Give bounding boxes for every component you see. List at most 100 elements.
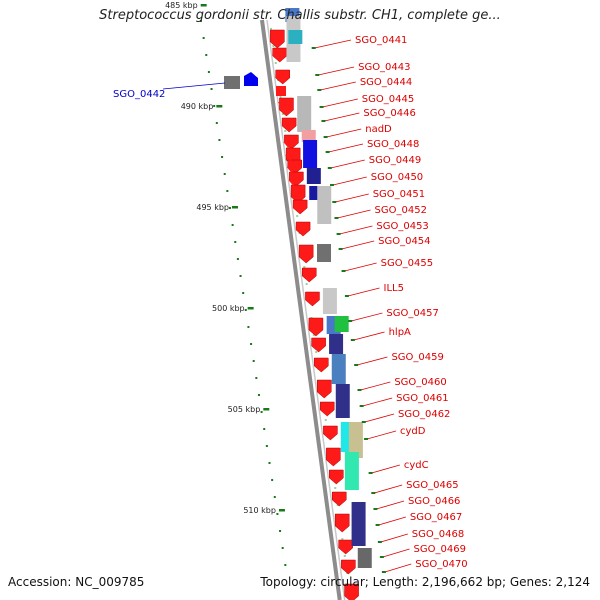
label-leader (330, 159, 365, 169)
inner-tick-dot (336, 504, 339, 506)
gene-arrow (295, 221, 311, 237)
label-leader (360, 381, 391, 391)
outer-tick-dot (205, 54, 208, 56)
label-tick (359, 405, 364, 407)
gene-label: SGO_0465 (406, 480, 458, 491)
gene-labels: SGO_0441 SGO_0443 SGO_0444 SGO_0445 SGO_0446… (113, 35, 468, 573)
label-tick (368, 472, 373, 474)
gene-block (357, 548, 372, 568)
gene-arrow (277, 102, 288, 110)
coordinate-tick (231, 206, 238, 209)
gene-arrow (323, 425, 338, 441)
gene-block (335, 384, 350, 418)
gene-label: hlpA (389, 327, 411, 338)
gene-label: SGO_0462 (398, 409, 450, 420)
label-tick (330, 184, 335, 186)
gene-label: SGO_0450 (371, 172, 423, 183)
outer-tick-dot (273, 496, 276, 498)
inner-tick-dot (274, 62, 277, 64)
label-tick (315, 74, 320, 76)
outer-tick-dot (247, 326, 250, 328)
outer-tick-dot (268, 462, 271, 464)
inner-tick-dot (284, 130, 287, 132)
gene-arrow (305, 291, 320, 307)
gene-label: SGO_0446 (363, 108, 415, 119)
label-tick (334, 217, 339, 219)
gene-arrow (289, 171, 304, 187)
label-leader (380, 533, 408, 543)
label-tick (361, 421, 366, 423)
outer-tick-dot (236, 258, 239, 260)
inner-tick-dot (279, 96, 282, 98)
label-tick (338, 248, 343, 250)
label-leader (344, 262, 377, 272)
outer-tick-dot (255, 377, 258, 379)
backbone-line (260, 19, 342, 600)
inner-tick-dot (272, 45, 275, 47)
label-leader (378, 516, 406, 526)
gene-label: ILL5 (384, 283, 404, 294)
gene-arrow (344, 583, 359, 600)
gene-arrow-reverse (244, 72, 258, 86)
gene-label: SGO_0453 (376, 221, 428, 232)
outer-tick-dot (271, 479, 274, 481)
outer-tick-dot (257, 394, 260, 396)
accession-text: Accession: NC_009785 (8, 575, 145, 589)
outer-tick-dot (250, 343, 253, 345)
outer-tick-dot (200, 20, 202, 22)
gene-block (306, 168, 321, 184)
genome-backbone (260, 19, 346, 600)
inner-tick-dot (296, 215, 299, 217)
label-tick (344, 295, 349, 297)
label-leader (353, 331, 385, 341)
outer-tick-dot (234, 241, 237, 243)
coordinate-label: 485 kbp (165, 1, 198, 10)
label-tick (332, 201, 337, 203)
gene-arrow (301, 267, 317, 283)
label-leader (339, 225, 373, 235)
gene-label: SGO_0441 (355, 35, 407, 46)
outer-tick-dot (218, 139, 221, 141)
label-leader (364, 413, 395, 423)
gene-arrow (286, 167, 297, 173)
gene-label: SGO_0443 (358, 62, 410, 73)
outer-tick-dot (284, 564, 287, 566)
outer-tick-dot (215, 122, 218, 124)
gene-label-sgo-0442: SGO_0442 (113, 89, 165, 100)
label-leader (384, 563, 412, 573)
label-leader (341, 240, 375, 250)
outer-tick-dot (226, 190, 229, 192)
gene-arrow (276, 86, 286, 96)
label-tick (354, 364, 359, 366)
gene-arrow (329, 469, 344, 485)
coordinate-tick (200, 4, 207, 7)
gene-label: SGO_0455 (381, 258, 433, 269)
outer-tick-dot (276, 513, 279, 515)
label-tick (371, 492, 376, 494)
gene-arrow (326, 447, 341, 467)
label-tick (319, 106, 324, 108)
coordinate-label: 510 kbp (243, 506, 276, 515)
inner-tick-dot (305, 283, 308, 285)
gene-label: SGO_0444 (360, 77, 412, 88)
inner-tick-dot (312, 334, 315, 336)
outer-tick-dot (221, 156, 224, 158)
outer-tick-dot (242, 292, 245, 294)
gene-arrow (334, 513, 350, 533)
gene-label: SGO_0449 (369, 155, 421, 166)
outer-tick-dot (244, 309, 247, 311)
label-tick (325, 151, 330, 153)
gene-arrow (319, 401, 335, 417)
outer-tick-dot (263, 428, 266, 430)
gene-arrow (288, 180, 299, 186)
label-tick (373, 508, 378, 510)
label-leader (374, 484, 403, 494)
gene-block (301, 130, 316, 142)
label-leader (324, 112, 360, 122)
label-leader (320, 81, 356, 91)
outer-tick-dot (213, 105, 216, 107)
coordinate-labels: 485 kbp 490 kbp 495 kbp 500 kbp 505 kbp 510 k… (165, 1, 285, 515)
gene-block (351, 502, 366, 546)
gene-block (344, 452, 359, 490)
label-tick (350, 339, 355, 341)
